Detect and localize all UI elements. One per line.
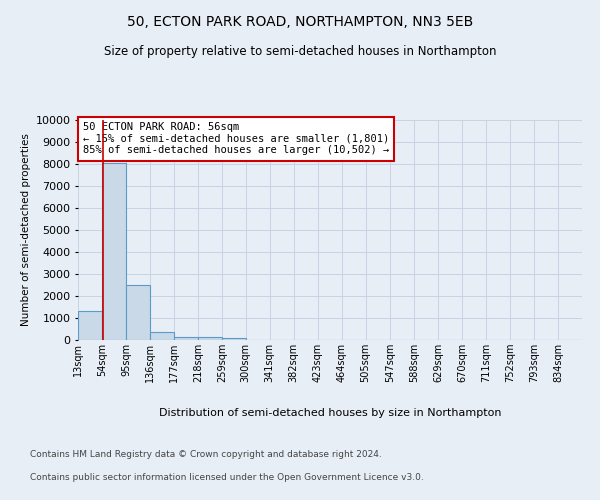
Bar	[102, 163, 126, 340]
Text: Distribution of semi-detached houses by size in Northampton: Distribution of semi-detached houses by …	[159, 408, 501, 418]
Text: Contains HM Land Registry data © Crown copyright and database right 2024.: Contains HM Land Registry data © Crown c…	[30, 450, 382, 459]
Bar	[150, 332, 174, 340]
Bar	[222, 338, 246, 340]
Bar	[198, 338, 222, 340]
Bar	[174, 337, 198, 340]
Text: 50 ECTON PARK ROAD: 56sqm
← 15% of semi-detached houses are smaller (1,801)
85% : 50 ECTON PARK ROAD: 56sqm ← 15% of semi-…	[83, 122, 389, 156]
Text: 50, ECTON PARK ROAD, NORTHAMPTON, NN3 5EB: 50, ECTON PARK ROAD, NORTHAMPTON, NN3 5E…	[127, 15, 473, 29]
Text: Contains public sector information licensed under the Open Government Licence v3: Contains public sector information licen…	[30, 472, 424, 482]
Text: Size of property relative to semi-detached houses in Northampton: Size of property relative to semi-detach…	[104, 45, 496, 58]
Y-axis label: Number of semi-detached properties: Number of semi-detached properties	[21, 134, 31, 326]
Bar	[126, 285, 150, 340]
Bar	[78, 312, 102, 340]
